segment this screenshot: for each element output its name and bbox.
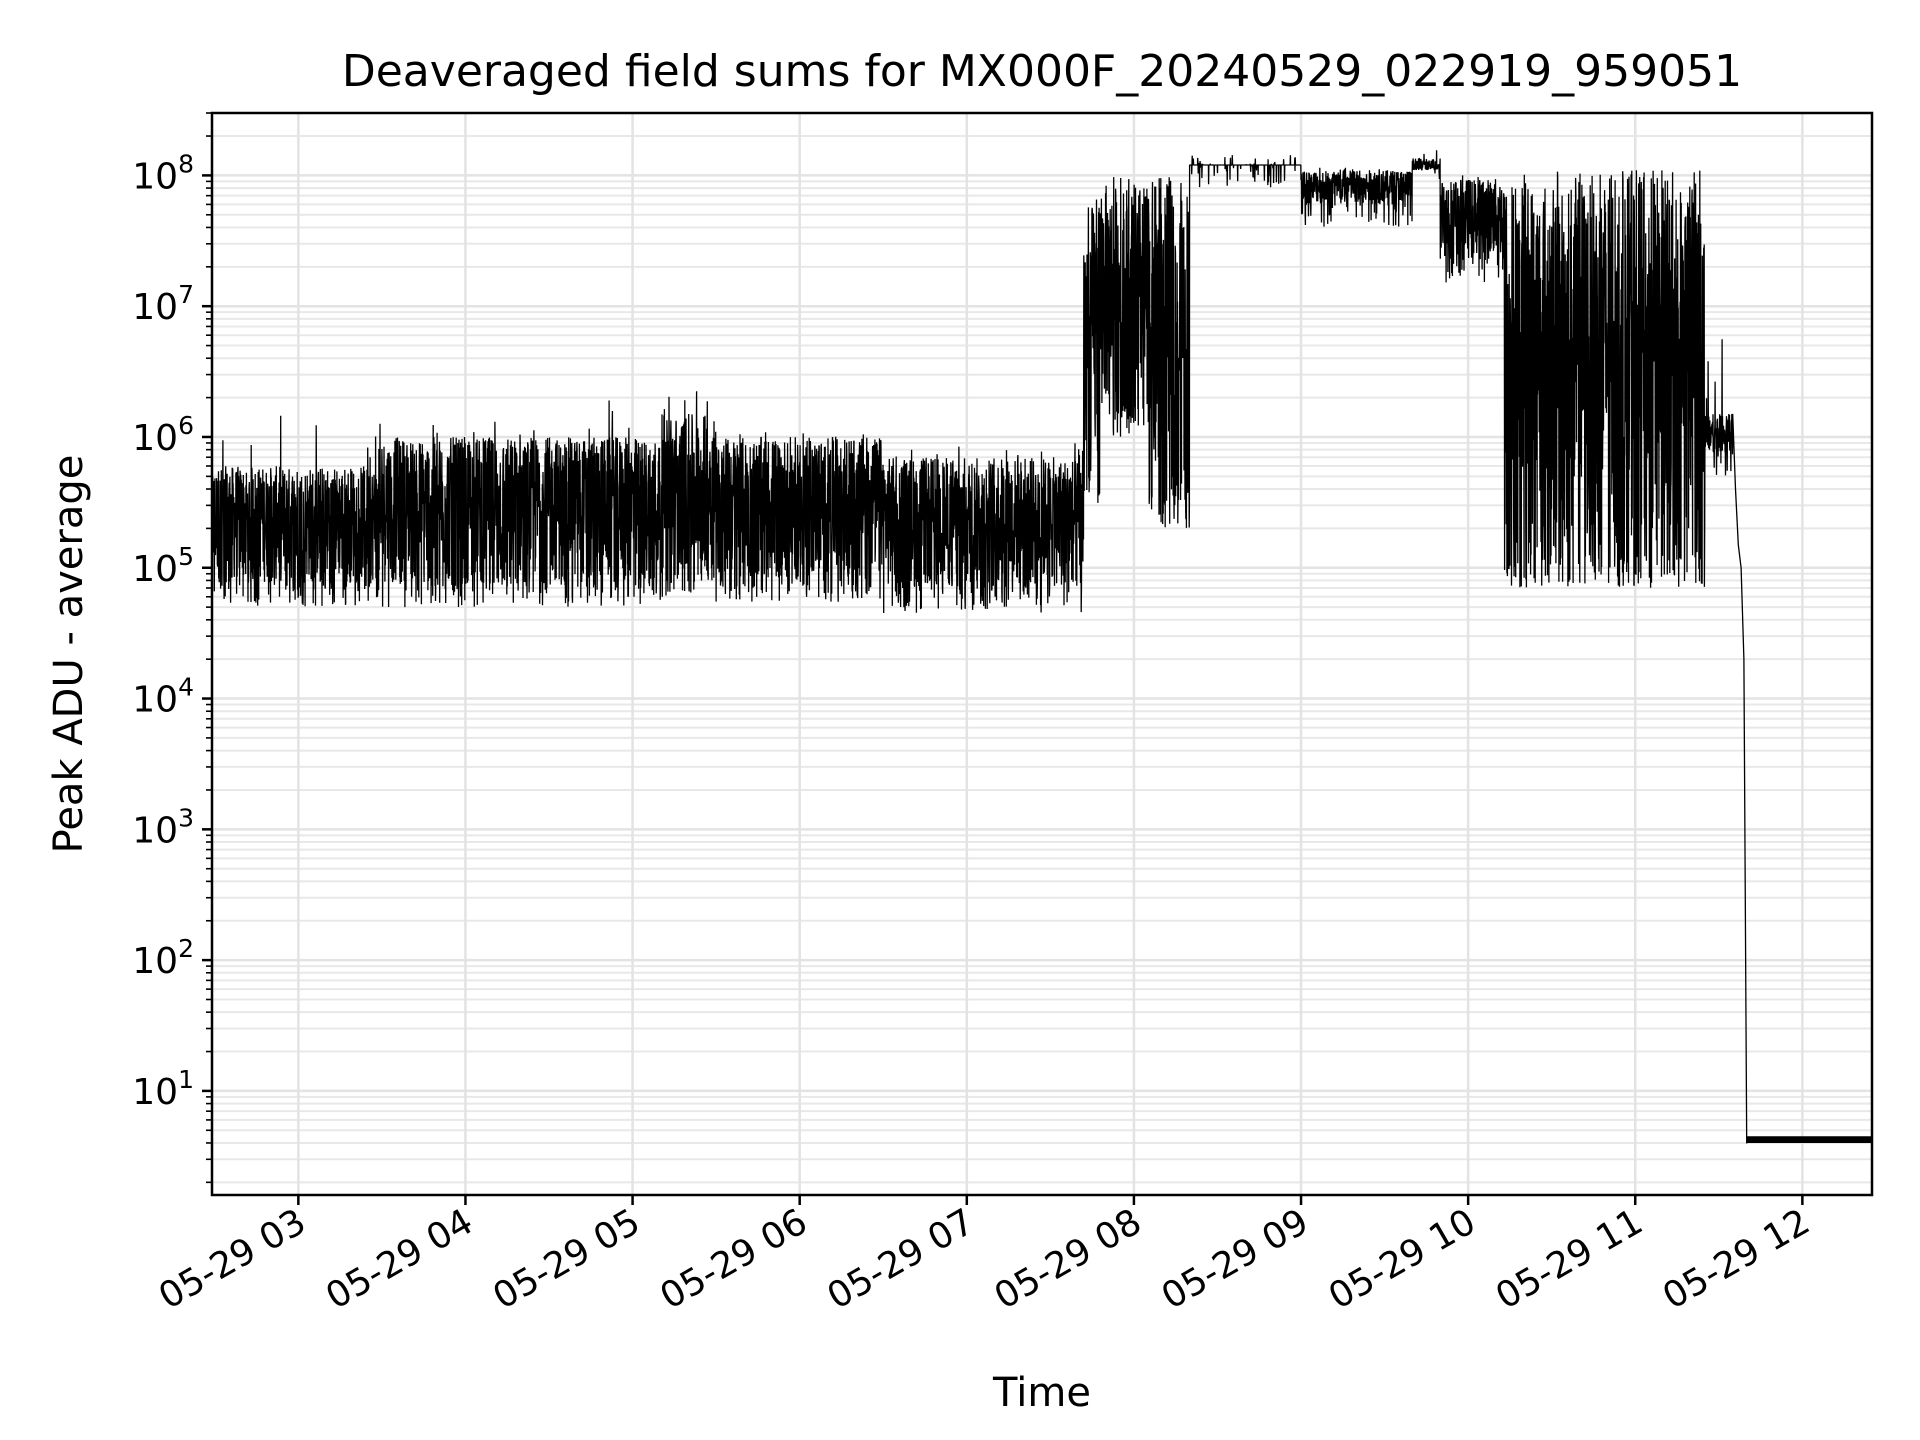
x-tick-label: 05-29 11 xyxy=(1489,1201,1650,1317)
x-tick-label: 05-29 10 xyxy=(1322,1201,1483,1317)
y-tick-label: 101 xyxy=(132,1065,194,1113)
y-tick-label: 107 xyxy=(132,280,194,328)
y-tick-label: 106 xyxy=(132,411,194,459)
series-line xyxy=(211,150,1873,1144)
x-axis-label: Time xyxy=(992,1370,1091,1416)
x-axis: 05-29 03 05-29 04 05-29 05 05-29 06 05-29 07… xyxy=(152,1195,1817,1318)
chart-title: Deaveraged field sums for MX000F_2024052… xyxy=(342,46,1742,97)
plot-frame xyxy=(210,111,1874,1197)
y-tick-label: 108 xyxy=(132,149,194,197)
x-tick-label: 05-29 04 xyxy=(319,1201,480,1317)
x-tick-label: 05-29 06 xyxy=(654,1201,815,1317)
grid xyxy=(212,112,1872,1195)
series-layer xyxy=(211,150,1873,1144)
y-tick-label: 103 xyxy=(132,803,194,851)
y-axis-label: Peak ADU - average xyxy=(46,455,92,854)
x-tick-label: 05-29 05 xyxy=(486,1201,647,1317)
x-tick-label: 05-29 08 xyxy=(988,1201,1149,1317)
y-tick-label: 102 xyxy=(132,934,194,982)
y-tick-label: 105 xyxy=(132,542,194,590)
x-tick-label: 05-29 03 xyxy=(152,1201,313,1317)
x-tick-label: 05-29 07 xyxy=(821,1201,982,1317)
y-tick-label: 104 xyxy=(132,673,194,721)
x-tick-label: 05-29 09 xyxy=(1155,1201,1316,1317)
x-tick-label: 05-29 12 xyxy=(1656,1201,1817,1317)
y-axis: 101 102 103 104 105 106 107 108 xyxy=(132,112,212,1184)
